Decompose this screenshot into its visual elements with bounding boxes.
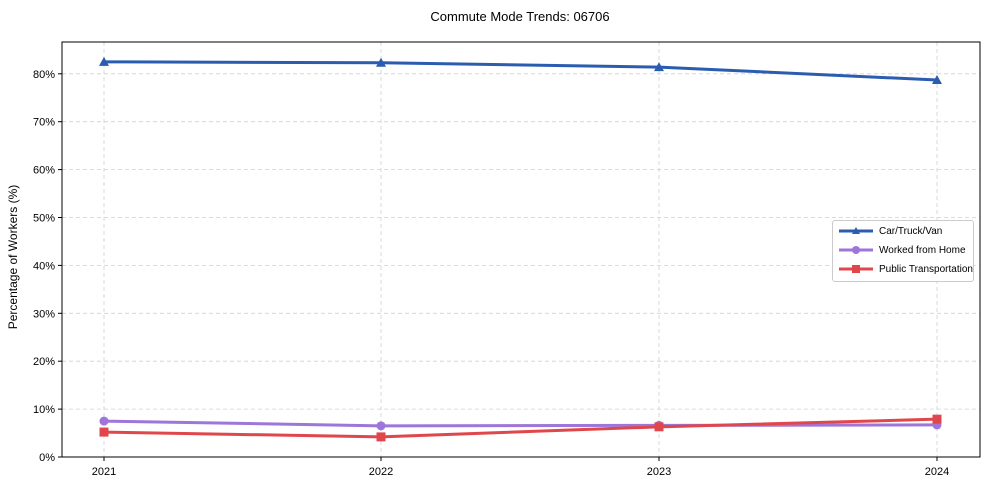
square-marker-icon bbox=[376, 432, 386, 442]
circle-marker-icon bbox=[839, 246, 873, 254]
x-tick-label: 2023 bbox=[647, 466, 671, 478]
y-tick-label: 20% bbox=[33, 356, 55, 368]
circle-marker-icon bbox=[99, 416, 109, 426]
triangle-marker-icon bbox=[839, 227, 873, 234]
y-tick-label: 70% bbox=[33, 117, 55, 129]
triangle-marker-icon bbox=[932, 75, 942, 85]
square-marker-icon bbox=[932, 414, 942, 424]
y-tick-label: 50% bbox=[33, 213, 55, 225]
x-tick-label: 2024 bbox=[925, 466, 949, 478]
series-line bbox=[103, 419, 938, 428]
y-tick-label: 40% bbox=[33, 260, 55, 272]
square-marker-icon bbox=[839, 265, 873, 273]
triangle-marker-icon bbox=[376, 57, 386, 67]
x-tick-label: 2022 bbox=[369, 466, 393, 478]
chart-title: Commute Mode Trends: 06706 bbox=[430, 9, 610, 24]
legend-label: Public Transportation bbox=[879, 263, 973, 275]
x-tick-label: 2021 bbox=[92, 466, 116, 478]
y-tick-label: 10% bbox=[33, 404, 55, 416]
legend: Car/Truck/Van Worked from Home Public Tr… bbox=[832, 220, 974, 282]
y-tick-label: 30% bbox=[33, 308, 55, 320]
circle-marker-icon bbox=[376, 421, 386, 431]
legend-label: Worked from Home bbox=[879, 244, 966, 256]
legend-item-public-transport: Public Transportation bbox=[839, 262, 973, 276]
series-line bbox=[103, 60, 938, 82]
triangle-marker-icon bbox=[654, 62, 664, 72]
y-tick-label: 0% bbox=[39, 452, 55, 464]
square-marker-icon bbox=[654, 422, 664, 432]
square-marker-icon bbox=[99, 427, 109, 437]
legend-item-car: Car/Truck/Van bbox=[839, 224, 942, 238]
y-tick-label: 60% bbox=[33, 165, 55, 177]
series-line bbox=[103, 417, 938, 439]
y-tick-label: 80% bbox=[33, 69, 55, 81]
legend-label: Car/Truck/Van bbox=[879, 225, 943, 237]
axes-frame bbox=[61, 41, 981, 458]
triangle-marker-icon bbox=[99, 56, 109, 66]
legend-item-wfh: Worked from Home bbox=[839, 243, 966, 257]
